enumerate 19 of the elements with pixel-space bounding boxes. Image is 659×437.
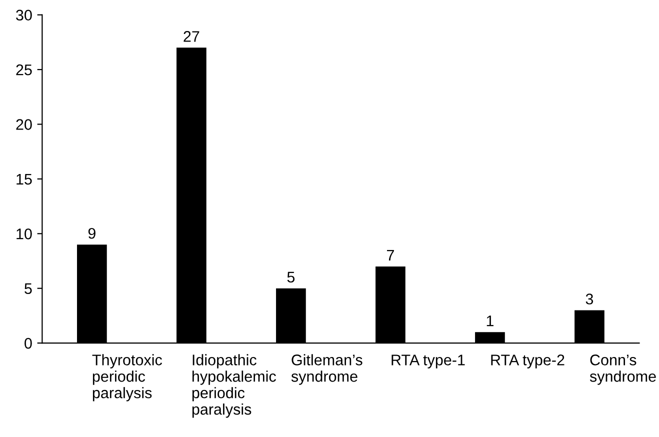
x-tick-label: Gitleman’s syndrome [291,354,362,385]
x-tick-label: Thyrotoxic periodic paralysis [92,354,162,402]
y-tick-label: 25 [16,64,32,76]
data-label: 5 [287,272,295,283]
x-tick-label: Conn’s syndrome [590,354,656,385]
x-tick-label: Idiopathic hypokalemic periodic paralysis [192,354,276,418]
data-label: 27 [184,31,200,42]
y-tick-label: 20 [16,119,32,130]
y-tick-label: 5 [24,283,32,294]
y-tick-label: 30 [16,10,32,21]
x-tick-label: RTA type-1 [392,354,465,368]
y-tick-label: 0 [24,338,32,349]
data-label: 7 [386,250,394,261]
y-tick-label: 10 [16,228,32,240]
x-tick-label: RTA type-2 [491,354,564,368]
data-label: 9 [88,228,96,239]
data-label: 3 [586,294,594,304]
y-tick-label: 15 [16,174,32,185]
data-label: 1 [486,316,494,326]
